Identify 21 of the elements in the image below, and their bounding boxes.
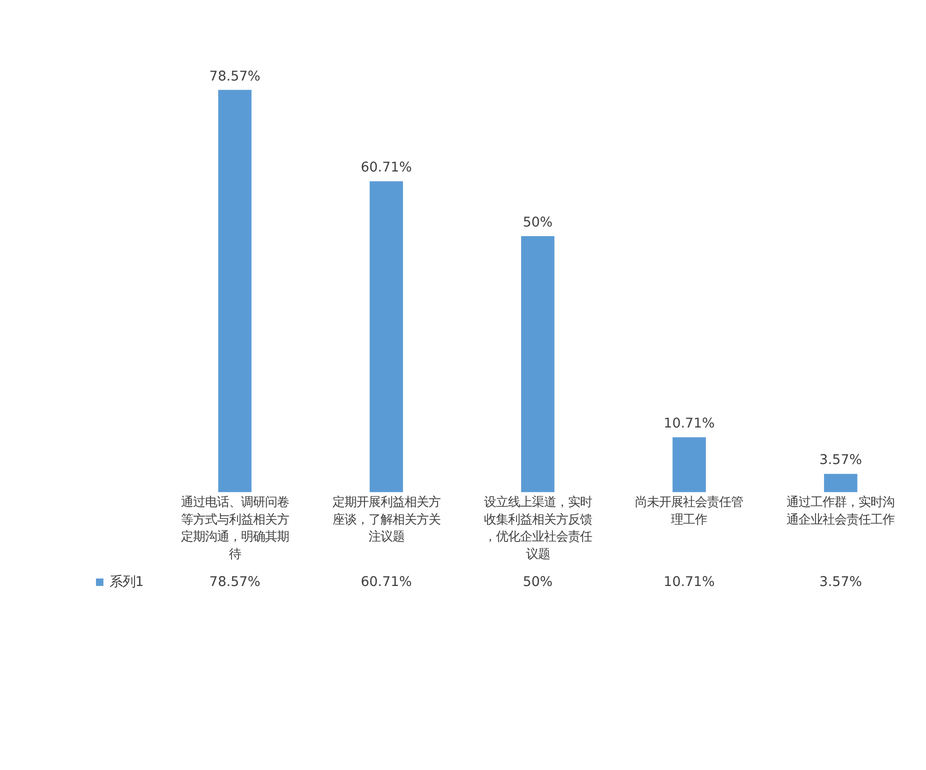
data-label: 78.57% xyxy=(209,575,260,590)
bar xyxy=(824,474,858,492)
text: 78.57% xyxy=(209,69,260,84)
bar xyxy=(218,90,252,492)
bar xyxy=(672,437,706,492)
x-tick-label: 尚未开展社会责任管理工作 xyxy=(635,494,744,526)
text: 60.71% xyxy=(360,160,412,176)
text: 3.57% xyxy=(819,453,862,468)
x-tick-label: 定期开展利益相关方座谈，了解相关方关注议题 xyxy=(332,494,440,544)
data-label: 50% xyxy=(522,575,553,590)
data-label: 3.57% xyxy=(819,575,862,590)
x-tick-label: 通过电话、调研问卷等方式与利益相关方定期沟通，明确其期待 xyxy=(180,494,289,561)
bar xyxy=(370,181,403,492)
x-tick-label: 通过工作群，实时沟通企业社会责任工作 xyxy=(786,494,895,526)
data-label: 60.71% xyxy=(360,575,412,590)
legend-label: 系列1 xyxy=(109,575,144,590)
data-label: 10.71% xyxy=(664,575,715,590)
bar xyxy=(521,236,554,492)
x-tick-label: 设立线上渠道，实时收集利益相关方反馈，优化企业社会责任议题 xyxy=(484,494,592,561)
text: 50% xyxy=(522,216,553,231)
text: 10.71% xyxy=(664,416,715,432)
